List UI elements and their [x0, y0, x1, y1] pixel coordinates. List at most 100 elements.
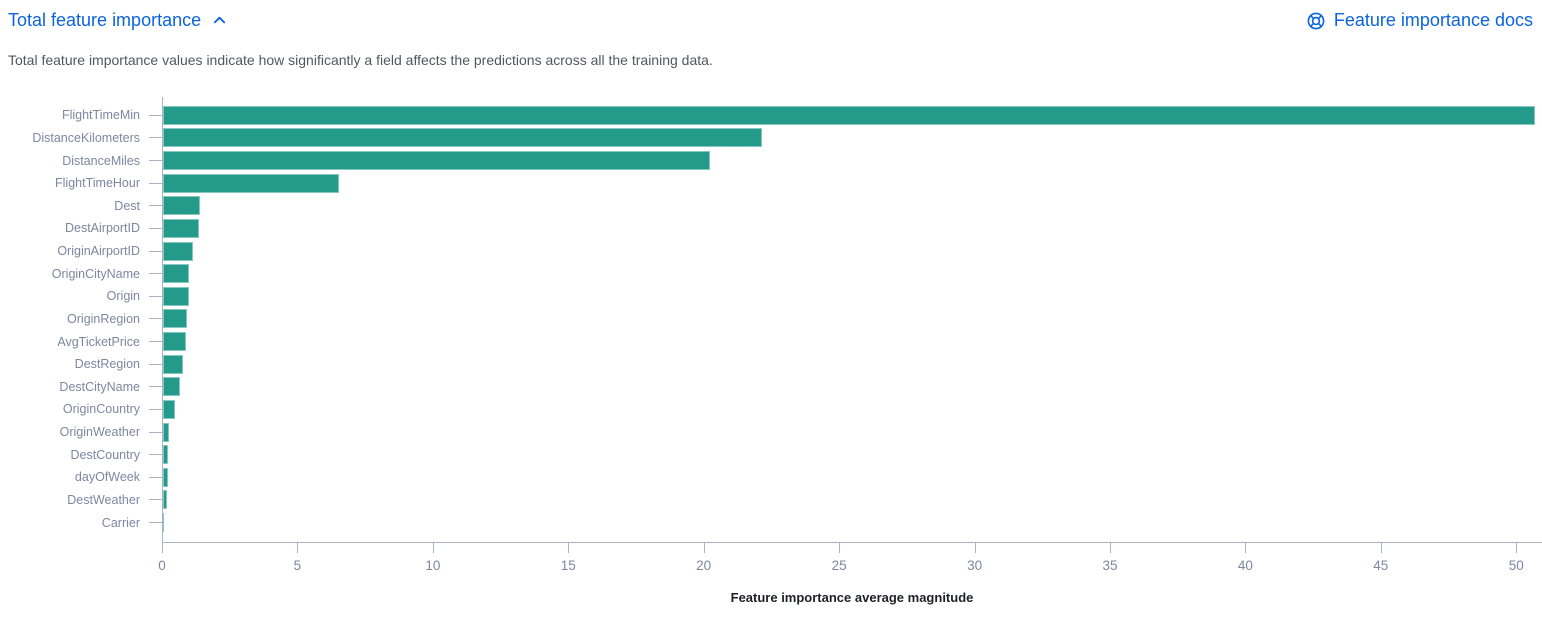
category-label: FlightTimeMin — [61, 108, 140, 123]
x-tick-mark — [1110, 542, 1111, 553]
docs-link[interactable]: Feature importance docs — [1306, 10, 1533, 31]
x-tick-mark — [162, 542, 163, 553]
section-title: Total feature importance — [8, 10, 202, 30]
bar-track — [162, 511, 1542, 534]
chart-row: FlightTimeMin — [0, 104, 1542, 127]
category-tick — [149, 137, 162, 139]
importance-bar[interactable] — [163, 309, 188, 329]
category-label: OriginWeather — [59, 425, 140, 440]
category-label: Dest — [114, 198, 140, 213]
y-axis-line — [162, 97, 163, 542]
bar-rows: FlightTimeMin DistanceKilometers DistanceM… — [0, 104, 1542, 534]
x-tick-label: 30 — [967, 558, 983, 573]
importance-bar[interactable] — [163, 264, 190, 284]
importance-bar[interactable] — [163, 377, 180, 397]
bar-track — [162, 421, 1542, 444]
category-tick — [149, 250, 162, 252]
x-tick-label: 5 — [293, 558, 302, 573]
bar-track — [162, 127, 1542, 150]
chart-row: DestAirportID — [0, 217, 1542, 240]
x-axis-line — [162, 542, 1542, 543]
chart-row: Carrier — [0, 511, 1542, 534]
importance-bar[interactable] — [163, 286, 189, 306]
chart-row: AvgTicketPrice — [0, 330, 1542, 353]
chart-row: DestCountry — [0, 443, 1542, 466]
importance-bar[interactable] — [163, 241, 193, 261]
chart-row: Origin — [0, 285, 1542, 308]
x-tick-label: 50 — [1508, 558, 1524, 573]
category-label: DistanceKilometers — [32, 130, 140, 145]
bar-track — [162, 330, 1542, 353]
life-buoy-icon — [1307, 12, 1325, 29]
section-toggle-button[interactable]: Total feature importance — [8, 10, 227, 31]
category-label: OriginCityName — [51, 266, 140, 281]
importance-bar[interactable] — [163, 490, 168, 510]
feature-importance-chart: FlightTimeMin DistanceKilometers DistanceM… — [0, 95, 1542, 618]
chart-row: DistanceMiles — [0, 149, 1542, 172]
x-tick-label: 25 — [831, 558, 847, 573]
x-tick-mark — [1380, 542, 1382, 553]
docs-link-label: Feature importance docs — [1333, 10, 1533, 30]
category-label: DestCityName — [59, 379, 140, 394]
bar-track — [162, 398, 1542, 421]
importance-bar[interactable] — [163, 151, 711, 171]
chart-row: FlightTimeHour — [0, 172, 1542, 195]
bar-track — [162, 353, 1542, 376]
bar-track — [162, 104, 1542, 127]
importance-bar[interactable] — [163, 513, 165, 533]
bar-track — [162, 240, 1542, 263]
x-tick-mark — [839, 542, 841, 553]
category-tick — [149, 522, 162, 524]
category-tick — [149, 273, 162, 275]
importance-bar[interactable] — [163, 445, 169, 465]
importance-bar[interactable] — [163, 196, 200, 216]
category-tick — [149, 295, 162, 297]
section-description: Total feature importance values indicate… — [8, 52, 713, 68]
bar-track — [162, 489, 1542, 512]
importance-bar[interactable] — [163, 105, 1535, 125]
category-tick — [149, 160, 162, 162]
chevron-up-icon — [213, 16, 226, 24]
category-tick — [149, 114, 162, 116]
category-tick — [149, 205, 162, 207]
importance-bar[interactable] — [163, 332, 186, 352]
category-tick — [149, 341, 162, 343]
importance-bar[interactable] — [163, 128, 762, 148]
chart-row: dayOfWeek — [0, 466, 1542, 489]
category-label: DestAirportID — [64, 221, 140, 236]
category-tick — [149, 386, 162, 388]
bar-track — [162, 172, 1542, 195]
bar-track — [162, 195, 1542, 218]
x-tick-label: 0 — [158, 558, 166, 573]
chart-row: DestRegion — [0, 353, 1542, 376]
chart-row: OriginWeather — [0, 421, 1542, 444]
importance-bar[interactable] — [163, 422, 169, 442]
chart-row: OriginCityName — [0, 262, 1542, 285]
chart-row: DestWeather — [0, 489, 1542, 512]
category-label: DistanceMiles — [62, 153, 140, 168]
category-label: OriginRegion — [67, 311, 140, 326]
x-tick-label: 15 — [560, 558, 576, 573]
category-label: FlightTimeHour — [55, 176, 140, 191]
category-label: OriginCountry — [62, 402, 140, 417]
x-axis-title: Feature importance average magnitude — [730, 590, 974, 605]
category-label: DestCountry — [70, 447, 140, 462]
x-tick-mark — [568, 542, 570, 553]
importance-bar[interactable] — [163, 173, 340, 193]
bar-track — [162, 443, 1542, 466]
chart-row: Dest — [0, 195, 1542, 218]
bar-track — [162, 285, 1542, 308]
bar-track — [162, 466, 1542, 489]
importance-bar[interactable] — [163, 218, 199, 238]
category-tick — [149, 182, 162, 184]
importance-bar[interactable] — [163, 467, 168, 487]
importance-bar[interactable] — [163, 399, 175, 419]
section-header: Total feature importance Feature importa… — [8, 10, 1533, 31]
importance-bar[interactable] — [163, 354, 183, 374]
bar-track — [162, 376, 1542, 399]
bar-track — [162, 217, 1542, 240]
bar-track — [162, 262, 1542, 285]
x-tick-mark — [1516, 542, 1518, 553]
category-label: OriginAirportID — [57, 244, 140, 259]
x-tick-mark — [297, 542, 299, 553]
